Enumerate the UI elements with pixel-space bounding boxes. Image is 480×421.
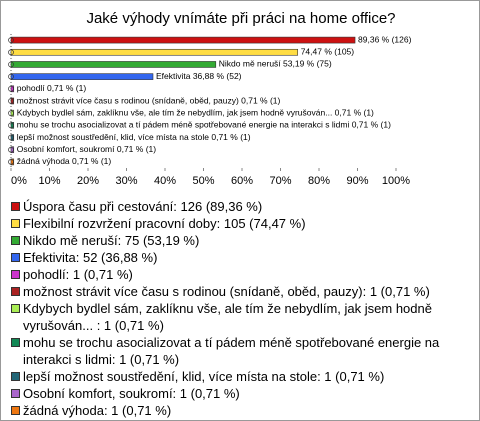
x-tick-label: 100% bbox=[382, 175, 410, 187]
chart-title: Jaké výhody vnímáte při práci na home of… bbox=[86, 10, 395, 27]
legend-item: žádná výhoda: 1 (0,71 %) bbox=[11, 402, 461, 419]
x-tick-label: 40% bbox=[154, 175, 176, 187]
legend-label: Flexibilní rozvržení pracovní doby: 105 … bbox=[23, 216, 306, 231]
value-label: žádná výhoda 0,71 % (1) bbox=[17, 156, 112, 166]
legend-swatch bbox=[11, 219, 20, 228]
legend-swatch bbox=[11, 270, 20, 279]
legend-item: Nikdo mě neruší: 75 (53,19 %) bbox=[11, 232, 461, 249]
legend-label: Úspora času při cestování: 126 (89,36 %) bbox=[23, 199, 263, 214]
x-tick-label: 70% bbox=[269, 175, 291, 187]
bar-cap bbox=[8, 110, 14, 117]
x-tick-label: 90% bbox=[346, 175, 368, 187]
legend-item: Osobní komfort, soukromí: 1 (0,71 %) bbox=[11, 385, 461, 402]
legend-swatch bbox=[11, 253, 20, 262]
value-label: pohodlí 0,71 % (1) bbox=[17, 83, 87, 93]
legend-item: možnost strávit více času s rodinou (sní… bbox=[11, 283, 461, 300]
x-tick-label: 0% bbox=[11, 175, 27, 187]
chart: Jaké výhody vnímáte při práci na home of… bbox=[8, 10, 412, 187]
value-label: Nikdo mě neruší 53,19 % (75) bbox=[219, 59, 332, 69]
legend-swatch bbox=[11, 406, 20, 415]
legend-swatch bbox=[11, 338, 20, 347]
value-label: 74,47 % (105) bbox=[301, 47, 355, 57]
value-label: mohu se trochu asocializovat a tí pádem … bbox=[17, 120, 391, 130]
legend-item: mohu se trochu asocializovat a tí pádem … bbox=[11, 334, 461, 368]
legend-swatch bbox=[11, 304, 20, 313]
legend-item: Flexibilní rozvržení pracovní doby: 105 … bbox=[11, 215, 461, 232]
legend-label: lepší možnost soustředění, klid, více mí… bbox=[23, 369, 385, 384]
legend-item: Efektivita: 52 (36,88 %) bbox=[11, 249, 461, 266]
bar-cap bbox=[8, 122, 14, 129]
value-label: lepší možnost soustředění, klid, více mí… bbox=[17, 132, 251, 142]
bar-cap bbox=[8, 37, 14, 43]
legend-label: možnost strávit více času s rodinou (sní… bbox=[23, 284, 430, 299]
x-tick-label: 20% bbox=[77, 175, 99, 187]
bar-cap bbox=[8, 159, 14, 165]
x-tick-label: 10% bbox=[38, 175, 60, 187]
bar bbox=[10, 48, 299, 56]
legend-swatch bbox=[11, 236, 20, 245]
value-label: Kdybych bydlel sám, zaklíknu vše, ale tí… bbox=[17, 107, 374, 117]
legend-swatch bbox=[11, 287, 20, 296]
legend-label: Nikdo mě neruší: 75 (53,19 %) bbox=[23, 233, 200, 248]
legend-label: mohu se trochu asocializovat a tí pádem … bbox=[23, 335, 440, 367]
legend-label: Kdybych bydlel sám, zaklíknu vše, ale tí… bbox=[23, 301, 432, 333]
legend-item: Kdybych bydlel sám, zaklíknu vše, ale tí… bbox=[11, 300, 461, 334]
bar-cap bbox=[8, 146, 14, 153]
legend-label: Efektivita: 52 (36,88 %) bbox=[23, 250, 158, 265]
bar-cap bbox=[8, 49, 14, 56]
legend-swatch bbox=[11, 202, 20, 211]
legend: Úspora času při cestování: 126 (89,36 %)… bbox=[11, 198, 461, 419]
bar-cap bbox=[8, 98, 14, 104]
legend-label: pohodlí: 1 (0,71 %) bbox=[23, 267, 133, 282]
x-tick-label: 60% bbox=[231, 175, 253, 187]
bar-cap bbox=[8, 134, 14, 141]
bar-cap bbox=[8, 73, 14, 80]
x-tick-label: 50% bbox=[192, 175, 214, 187]
legend-label: žádná výhoda: 1 (0,71 %) bbox=[23, 403, 172, 418]
x-tick-label: 80% bbox=[308, 175, 330, 187]
bar bbox=[10, 61, 217, 68]
legend-label: Osobní komfort, soukromí: 1 (0,71 %) bbox=[23, 386, 240, 401]
bar-cap bbox=[8, 61, 14, 68]
bar-cap bbox=[8, 85, 14, 92]
x-tick-label: 30% bbox=[115, 175, 137, 187]
legend-swatch bbox=[11, 389, 20, 398]
bar bbox=[10, 73, 154, 80]
legend-item: Úspora času při cestování: 126 (89,36 %) bbox=[11, 198, 461, 215]
legend-swatch bbox=[11, 372, 20, 381]
bar bbox=[10, 36, 356, 44]
value-label: možnost strávit více času s rodinou (sní… bbox=[17, 95, 281, 105]
legend-item: pohodlí: 1 (0,71 %) bbox=[11, 266, 461, 283]
legend-item: lepší možnost soustředění, klid, více mí… bbox=[11, 368, 461, 385]
value-label: Efektivita 36,88 % (52) bbox=[156, 71, 242, 81]
value-label: Osobní komfort, soukromí 0,71 % (1) bbox=[17, 144, 157, 154]
value-label: 89,36 % (126) bbox=[358, 34, 412, 44]
